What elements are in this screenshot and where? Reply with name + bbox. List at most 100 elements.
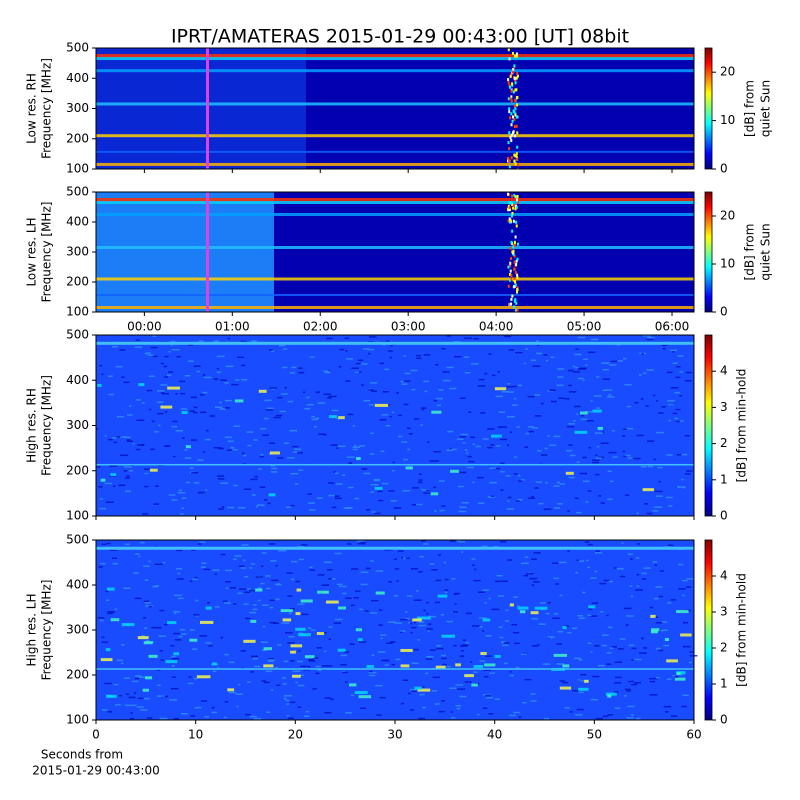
spectrogram-speck (502, 644, 509, 647)
spectrogram-speck (298, 633, 311, 637)
spectrogram-speck (598, 456, 604, 459)
spectrogram-speck (670, 715, 678, 717)
spectrogram-speck (199, 635, 208, 637)
spectrogram-speck (622, 435, 626, 437)
spectrogram-speck (485, 635, 492, 637)
spectrogram-speck (224, 407, 230, 409)
marker-line (206, 48, 209, 169)
spectrogram-speck (153, 626, 162, 629)
spectrogram-speck (516, 195, 519, 199)
spectrogram-speck (496, 574, 503, 577)
spectrogram-speck (488, 597, 492, 600)
spectrogram-speck (667, 544, 674, 547)
spectrogram-speck (654, 506, 662, 508)
spectrogram-speck (143, 697, 150, 700)
spectrogram-speck (513, 305, 516, 309)
spectrogram-speck (368, 674, 376, 677)
spectrogram-speck (144, 602, 151, 604)
spectrogram-speck (499, 636, 504, 639)
spectrogram-speck (317, 574, 325, 576)
spectrogram-speck (189, 638, 198, 642)
x-axis-label: Seconds from (41, 748, 123, 762)
spectrogram-speck (510, 156, 513, 160)
spectrogram-speck (107, 711, 113, 713)
spectrogram-speck (602, 368, 609, 371)
spectrogram-speck (676, 671, 686, 675)
spectrogram-speck (249, 611, 257, 614)
spectrogram-speck (215, 340, 219, 343)
spectrogram-speck (550, 400, 557, 403)
spectrogram-speck (513, 54, 516, 58)
spectrogram-speck (317, 669, 323, 671)
spectrogram-speck (206, 601, 211, 604)
spectrogram-speck (321, 584, 330, 586)
spectrogram-speck (514, 78, 517, 82)
spectrogram-speck (575, 511, 582, 514)
spectrogram-speck (289, 608, 295, 610)
spectrogram-speck (666, 678, 672, 680)
spectrogram-speck (412, 487, 419, 489)
spectrogram-speck (184, 457, 192, 459)
spectrogram-speck (219, 401, 222, 404)
spectrogram-speck (459, 471, 467, 474)
spectrogram-speck (101, 636, 105, 639)
spectrogram-speck (400, 664, 410, 668)
spectrogram-speck (515, 152, 518, 156)
spectrogram-speck (111, 437, 117, 439)
spectrogram-speck (440, 614, 445, 616)
spectrogram-speck (582, 379, 585, 381)
spectrogram-speck (621, 542, 624, 544)
spectrogram-speck (533, 581, 540, 583)
spectrogram-speck (517, 474, 521, 477)
y-axis-label: Frequency [MHz] (40, 202, 54, 303)
spectrogram-speck (271, 350, 274, 353)
spectrogram-speck (482, 589, 489, 591)
spectrogram-speck (507, 141, 510, 145)
spectrogram-speck (613, 567, 617, 569)
spectrogram-speck (415, 354, 422, 357)
spectrogram-speck (515, 301, 518, 305)
spectrogram-speck (156, 669, 161, 671)
spectrogram-speck (511, 119, 514, 123)
marker-line (206, 192, 209, 312)
spectrogram-speck (202, 374, 206, 376)
spectrogram-speck (369, 432, 374, 435)
spectrogram-speck (135, 677, 140, 680)
spectrogram-speck (641, 578, 647, 580)
colorbar (704, 47, 713, 170)
spectrogram-speck (413, 418, 420, 420)
spectrogram-speck (413, 648, 420, 651)
spectrogram-speck (324, 697, 331, 699)
spectrogram-speck (228, 661, 235, 664)
spectrogram-speck (516, 275, 519, 279)
spectrogram-speck (624, 384, 632, 386)
spectrogram-speck (580, 673, 587, 676)
spectrogram-speck (157, 684, 161, 687)
spectrogram-speck (443, 561, 446, 564)
spectrogram-speck (387, 350, 393, 352)
spectrogram-speck (504, 662, 508, 665)
spectrogram-speck (300, 599, 313, 603)
spectrogram-speck (509, 674, 514, 677)
spectrogram-speck (96, 428, 99, 430)
spectrogram-speck (500, 489, 504, 491)
spectrogram-speck (190, 396, 197, 399)
spectrogram-speck (682, 645, 691, 648)
spectrogram-speck (572, 371, 581, 373)
spectrogram-speck (429, 563, 435, 565)
spectrogram-speck (646, 512, 653, 515)
spectrogram-speck (478, 617, 487, 619)
spectrogram-speck (414, 686, 422, 690)
spectrogram-speck (106, 587, 115, 591)
spectrogram-speck (679, 394, 683, 397)
spectrogram-speck (525, 432, 530, 435)
spectrogram-speck (442, 379, 451, 382)
spectrogram-speck (485, 655, 492, 657)
spectrogram-speck (509, 257, 512, 261)
spectrogram-speck (396, 580, 399, 582)
spectrogram-speck (136, 419, 145, 421)
spectrogram-speck (674, 677, 686, 681)
spectrogram-speck (241, 452, 245, 454)
spectrogram-speck (567, 632, 572, 634)
spectrogram-speck (328, 626, 333, 628)
